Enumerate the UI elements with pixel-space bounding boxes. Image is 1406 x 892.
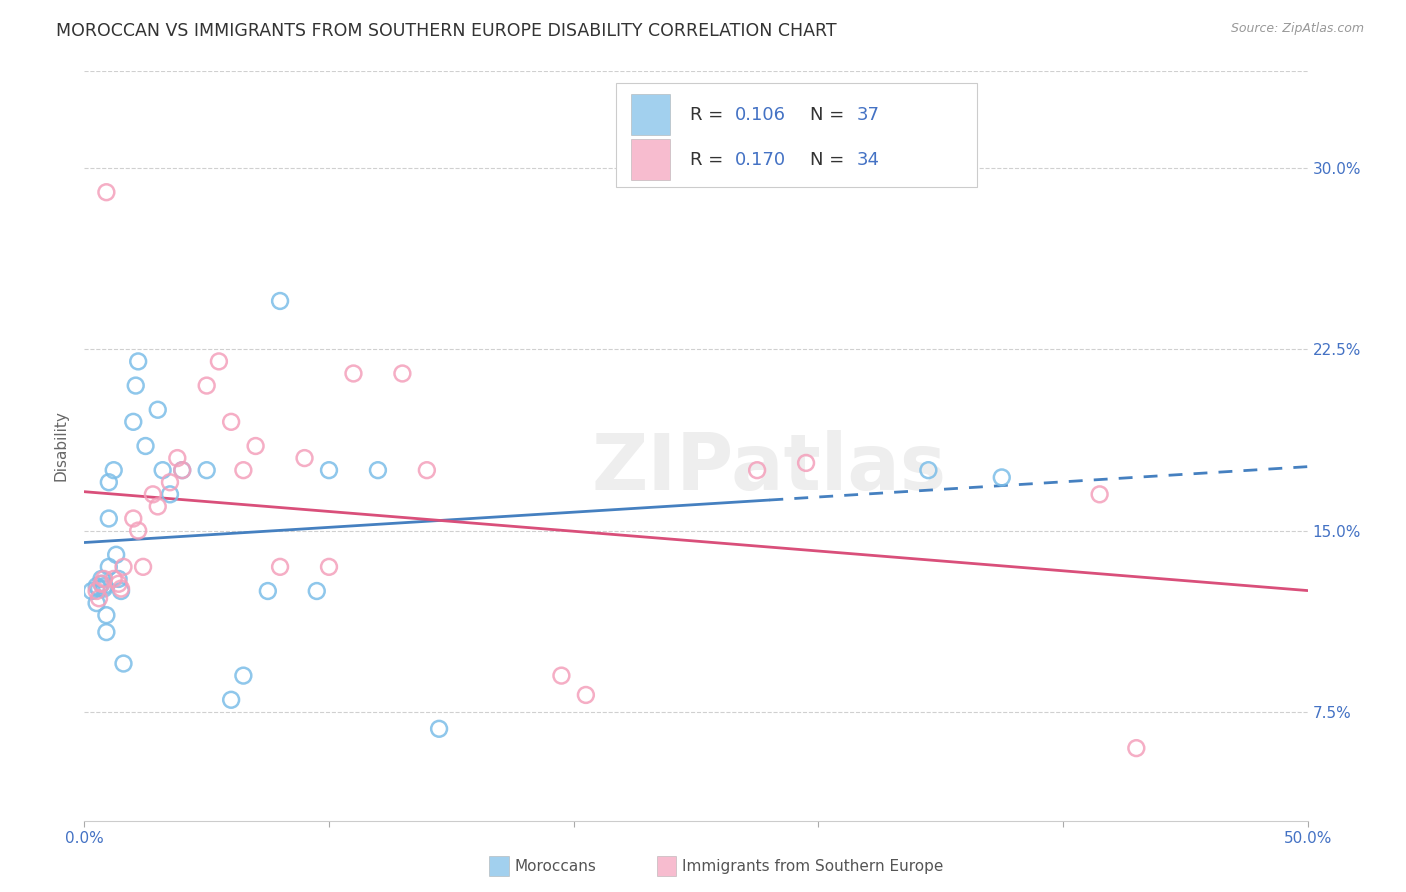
Text: R =: R =: [690, 106, 728, 124]
FancyBboxPatch shape: [631, 139, 671, 180]
Point: [80, 584, 103, 599]
Text: N =: N =: [810, 151, 849, 169]
Point: [112, 657, 135, 671]
Point: [342, 367, 364, 381]
Point: [87, 591, 110, 606]
Point: [257, 584, 280, 599]
Point: [208, 354, 231, 368]
Point: [86, 596, 108, 610]
Point: [391, 367, 413, 381]
Point: [90, 572, 112, 586]
Point: [97, 475, 120, 490]
Point: [232, 463, 254, 477]
Point: [219, 693, 242, 707]
Point: [96, 185, 118, 199]
Point: [93, 579, 115, 593]
Point: [107, 576, 129, 591]
Point: [1125, 741, 1147, 756]
Point: [122, 415, 145, 429]
Point: [152, 463, 174, 477]
Point: [747, 463, 769, 477]
Text: N =: N =: [810, 106, 849, 124]
Point: [575, 688, 598, 702]
Point: [1088, 487, 1111, 501]
Text: 37: 37: [856, 106, 879, 124]
Point: [195, 463, 218, 477]
Point: [96, 625, 118, 640]
Point: [416, 463, 439, 477]
Point: [318, 463, 340, 477]
Point: [269, 293, 291, 308]
Point: [107, 572, 129, 586]
Point: [245, 439, 267, 453]
Point: [110, 584, 132, 599]
Point: [110, 582, 132, 596]
Point: [159, 487, 181, 501]
Point: [172, 463, 194, 477]
Point: [112, 559, 135, 574]
Point: [97, 559, 120, 574]
Point: [127, 524, 149, 538]
Point: [132, 559, 155, 574]
Point: [427, 722, 450, 736]
Text: 0.106: 0.106: [735, 106, 786, 124]
Text: Moroccans: Moroccans: [515, 859, 596, 873]
Point: [219, 415, 242, 429]
Point: [96, 608, 118, 623]
Text: Immigrants from Southern Europe: Immigrants from Southern Europe: [682, 859, 943, 873]
Point: [159, 475, 181, 490]
Point: [86, 584, 108, 599]
Point: [125, 378, 148, 392]
Point: [146, 402, 169, 417]
Point: [97, 511, 120, 525]
Point: [305, 584, 328, 599]
Point: [318, 559, 340, 574]
Point: [294, 451, 316, 466]
Point: [367, 463, 389, 477]
Point: [103, 463, 125, 477]
Point: [135, 439, 157, 453]
Point: [991, 470, 1014, 484]
Point: [90, 576, 112, 591]
FancyBboxPatch shape: [616, 83, 977, 187]
Text: R =: R =: [690, 151, 728, 169]
Point: [166, 451, 188, 466]
Point: [93, 572, 115, 586]
Point: [172, 463, 194, 477]
Point: [87, 582, 110, 596]
Text: MOROCCAN VS IMMIGRANTS FROM SOUTHERN EUROPE DISABILITY CORRELATION CHART: MOROCCAN VS IMMIGRANTS FROM SOUTHERN EUR…: [56, 22, 837, 40]
Point: [269, 559, 291, 574]
Text: 34: 34: [856, 151, 879, 169]
Text: ZIPatlas: ZIPatlas: [592, 431, 946, 507]
Point: [550, 668, 572, 682]
Text: Source: ZipAtlas.com: Source: ZipAtlas.com: [1230, 22, 1364, 36]
Text: 0.170: 0.170: [735, 151, 786, 169]
FancyBboxPatch shape: [631, 94, 671, 135]
Point: [127, 354, 149, 368]
Point: [146, 500, 169, 514]
Point: [794, 456, 817, 470]
Point: [105, 548, 128, 562]
Point: [90, 576, 112, 591]
Point: [103, 572, 125, 586]
Point: [86, 579, 108, 593]
Point: [232, 668, 254, 682]
Point: [93, 582, 115, 596]
Point: [917, 463, 939, 477]
Point: [122, 511, 145, 525]
Point: [195, 378, 218, 392]
Point: [142, 487, 165, 501]
Y-axis label: Disability: Disability: [53, 410, 69, 482]
